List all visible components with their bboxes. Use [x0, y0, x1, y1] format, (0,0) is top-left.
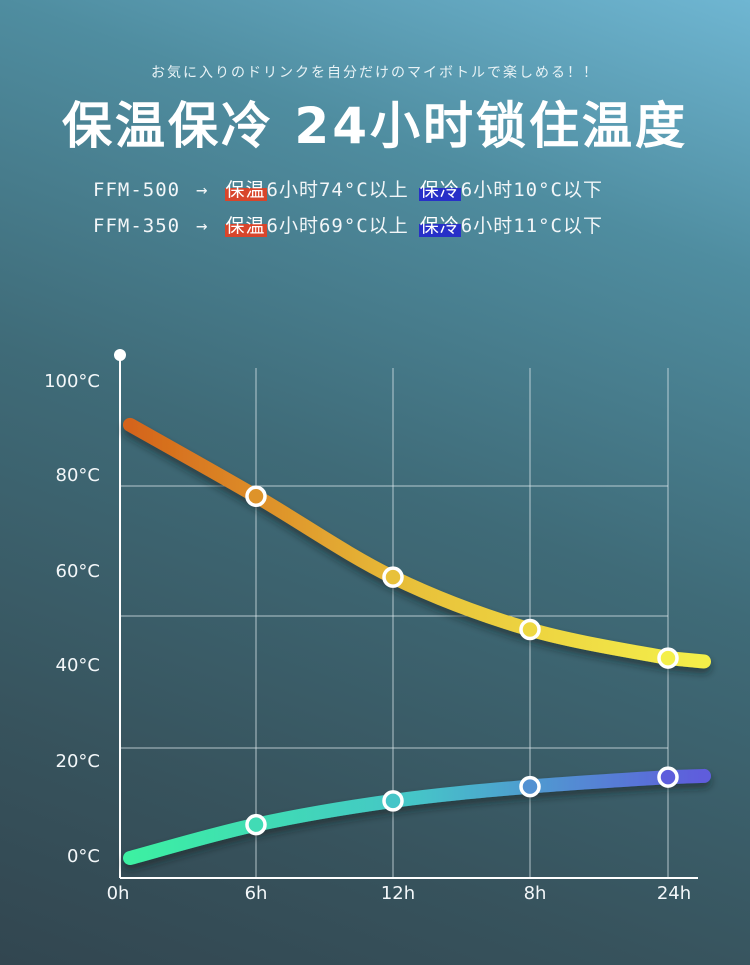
cold-text: 6小时10°C以下 — [460, 179, 603, 201]
data-point — [657, 647, 679, 669]
y-tick-label: 0°C — [67, 846, 100, 867]
data-point — [519, 618, 541, 641]
spec-model: FFM-350 — [93, 215, 181, 237]
series-line-hot — [123, 417, 711, 669]
hot-text: 6小时69°C以上 — [266, 215, 409, 237]
cold-tag: 保冷 — [418, 215, 461, 237]
x-tick-label: 8h — [524, 883, 547, 904]
data-point — [382, 790, 404, 812]
y-tick-label: 100°C — [44, 371, 100, 392]
y-axis-cap — [114, 349, 126, 361]
x-tick-label: 6h — [245, 883, 268, 904]
series-line-cold — [123, 768, 711, 865]
y-tick-label: 20°C — [56, 751, 100, 772]
spec-row-ffm-500: FFM-500 → 保温6小时74°C以上 保冷6小时10°C以下 — [93, 175, 603, 202]
cold-text: 6小时11°C以下 — [460, 215, 603, 237]
x-tick-label: 24h — [657, 883, 691, 904]
spec-model: FFM-500 — [93, 179, 181, 201]
data-point — [245, 485, 267, 507]
cold-tag: 保冷 — [418, 179, 461, 201]
hot-tag: 保温 — [224, 215, 267, 237]
spec-row-ffm-350: FFM-350 → 保温6小时69°C以上 保冷6小时11°C以下 — [93, 211, 603, 238]
data-point — [657, 766, 679, 788]
headline: 保温保冷 24小时锁住温度 — [62, 97, 688, 155]
x-tick-label: 0h — [107, 883, 130, 904]
data-point — [245, 813, 267, 836]
arrow-icon: → — [196, 179, 209, 201]
x-tick-label: 12h — [381, 883, 415, 904]
data-point — [519, 775, 541, 798]
hot-tag: 保温 — [224, 179, 267, 201]
hot-text: 6小时74°C以上 — [266, 179, 409, 201]
y-tick-label: 60°C — [56, 561, 100, 582]
tagline: お気に入りのドリンクを自分だけのマイボトルで楽しめる！！ — [151, 65, 599, 81]
y-tick-label: 80°C — [56, 465, 100, 486]
y-tick-label: 40°C — [56, 655, 100, 676]
arrow-icon: → — [196, 215, 209, 237]
data-point — [382, 566, 404, 588]
